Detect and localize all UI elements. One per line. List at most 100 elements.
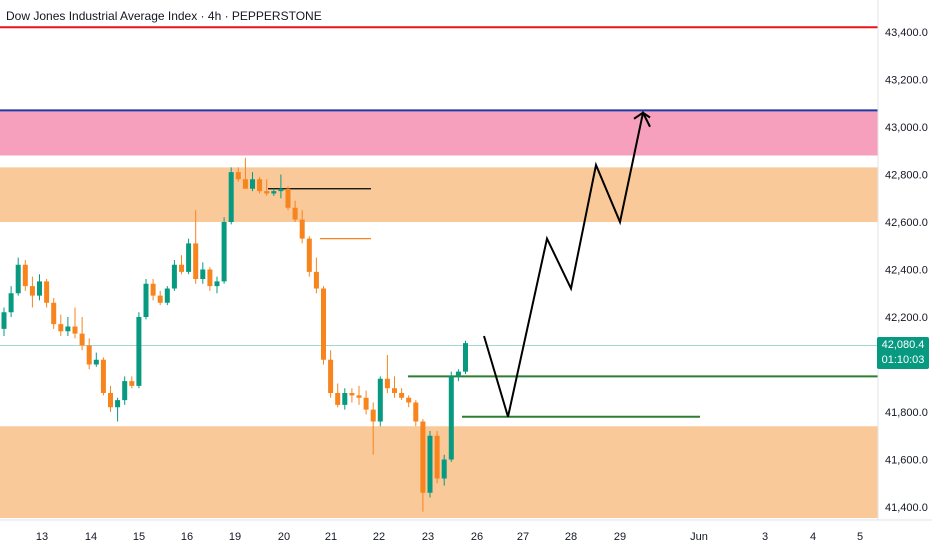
candle-body [420,421,426,493]
candle-body [321,288,326,360]
price-tick-label: 42,400.0 [885,265,928,277]
candle-body [193,243,199,279]
candle-body [441,459,447,479]
zone-pink-zone [0,110,878,156]
candle-body [392,388,397,393]
candle-body [214,281,220,287]
candle-body [349,393,355,396]
candle-body [463,343,468,372]
candle-body [335,393,341,405]
candle-body [356,395,362,398]
time-tick-label: 22 [373,531,385,543]
candle-body [313,271,319,289]
candle-body [100,359,106,393]
chart-title: Dow Jones Industrial Average Index · 4h … [6,9,322,23]
candle-body [93,359,99,365]
candle-body [72,326,78,334]
time-tick-label: 16 [181,531,193,543]
candle-body [65,326,71,332]
time-tick-label: 14 [85,531,97,543]
candle-body [157,295,163,303]
candle-body [278,188,284,192]
candle-body [455,371,461,377]
candle-body [250,179,255,189]
candle-body [164,288,170,303]
candle-body [299,219,305,239]
candle-body [44,281,50,303]
candle-body [15,264,21,294]
candle-body [413,402,419,422]
projection-path [483,111,651,418]
candle-body [363,397,369,410]
candle-body [306,238,312,272]
time-tick-label: 3 [762,531,768,543]
candle-body [129,381,135,386]
time-tick-label: 29 [614,531,626,543]
candle-body [406,397,412,403]
candle-body [264,191,270,194]
time-tick-label: Jun [690,531,708,543]
time-axis[interactable]: 13 14 15 16 19 20 21 22 23 26 27 28 29 Jun 3 4 5 [0,519,932,543]
candle-body [235,172,241,180]
candle-body [171,264,177,289]
candle-body [37,281,42,296]
candle-body [22,264,28,287]
price-axis[interactable]: 43,400.0 43,200.0 43,000.0 42,800.0 42,600.0… [877,0,928,520]
zone-upper-orange-zone [0,167,878,222]
candle-body [342,393,348,405]
candle-body [136,317,142,386]
levels-layer [0,26,878,418]
candle-body [228,172,234,222]
price-tick-label: 42,200.0 [885,312,928,324]
candle-body [79,333,85,346]
candle-body [292,207,298,220]
candle-body [427,435,433,493]
candle-body [150,283,156,296]
projection-layer [483,111,651,418]
time-tick-label: 5 [857,531,863,543]
candle-body [328,359,334,393]
price-tick-label: 41,400.0 [885,502,928,514]
time-tick-label: 20 [278,531,290,543]
price-tick-label: 41,600.0 [885,455,928,467]
price-tick-label: 43,000.0 [885,122,928,134]
candle-body [200,269,206,279]
candles-layer [1,157,468,512]
candle-body [58,324,64,332]
candle-body [115,400,121,408]
time-tick-label: 21 [325,531,337,543]
time-tick-label: 27 [517,531,529,543]
candle-body [1,312,7,329]
candle-body [384,378,390,389]
zones-layer [0,110,878,518]
projection-arrowhead [633,111,651,128]
candle-body [434,435,440,479]
candle-body [399,393,405,398]
time-tick-label: 19 [229,531,241,543]
candle-body [51,302,57,325]
time-tick-label: 13 [36,531,48,543]
candle-body [285,188,291,208]
candle-body [370,409,376,422]
price-tick-label: 43,200.0 [885,75,928,87]
time-tick-label: 26 [471,531,483,543]
bar-countdown: 01:10:03 [881,354,925,366]
candle-body [186,243,192,272]
current-price: 42,080.4 [881,339,925,351]
candle-body [207,269,213,287]
current-price-badge: 42,080.4 01:10:03 [877,337,929,369]
candle-body [448,376,454,460]
price-tick-label: 42,600.0 [885,217,928,229]
candle-body [122,381,128,401]
candle-body [143,283,149,317]
candle-body [242,179,248,189]
time-tick-label: 15 [133,531,145,543]
candle-body [108,393,113,408]
candle-body [271,191,277,194]
candle-body [377,378,383,422]
price-tick-label: 43,400.0 [885,27,928,39]
time-tick-label: 4 [810,531,816,543]
time-tick-label: 23 [422,531,434,543]
